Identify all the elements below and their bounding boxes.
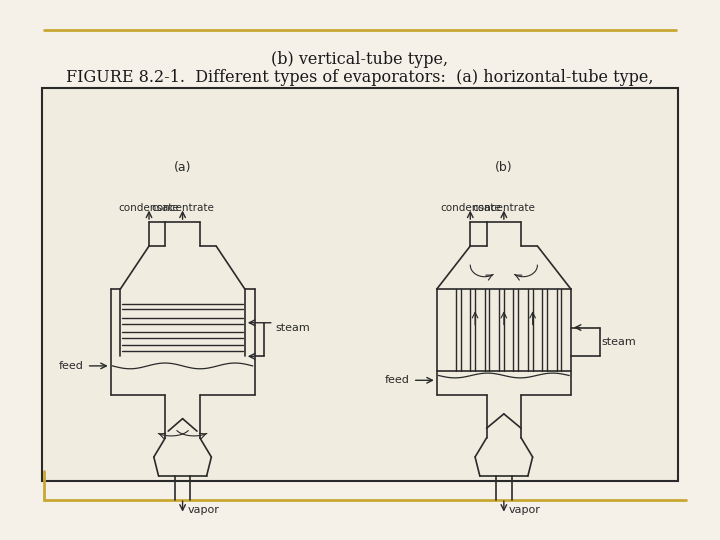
Text: steam: steam xyxy=(602,337,636,347)
Text: condensate: condensate xyxy=(440,203,500,213)
Text: (a): (a) xyxy=(174,161,192,174)
Text: condensate: condensate xyxy=(119,203,179,213)
Text: steam: steam xyxy=(276,322,310,333)
Text: FIGURE 8.2-1.  Different types of evaporators:  (a) horizontal-tube type,: FIGURE 8.2-1. Different types of evapora… xyxy=(66,69,654,86)
FancyBboxPatch shape xyxy=(42,88,678,481)
Text: concentrate: concentrate xyxy=(151,203,214,213)
Text: (b): (b) xyxy=(495,161,513,174)
Text: feed: feed xyxy=(385,375,410,385)
Text: vapor: vapor xyxy=(187,504,220,515)
Text: (b) vertical-tube type,: (b) vertical-tube type, xyxy=(271,51,449,69)
Text: feed: feed xyxy=(59,361,84,371)
Text: vapor: vapor xyxy=(508,504,541,515)
Text: concentrate: concentrate xyxy=(472,203,535,213)
